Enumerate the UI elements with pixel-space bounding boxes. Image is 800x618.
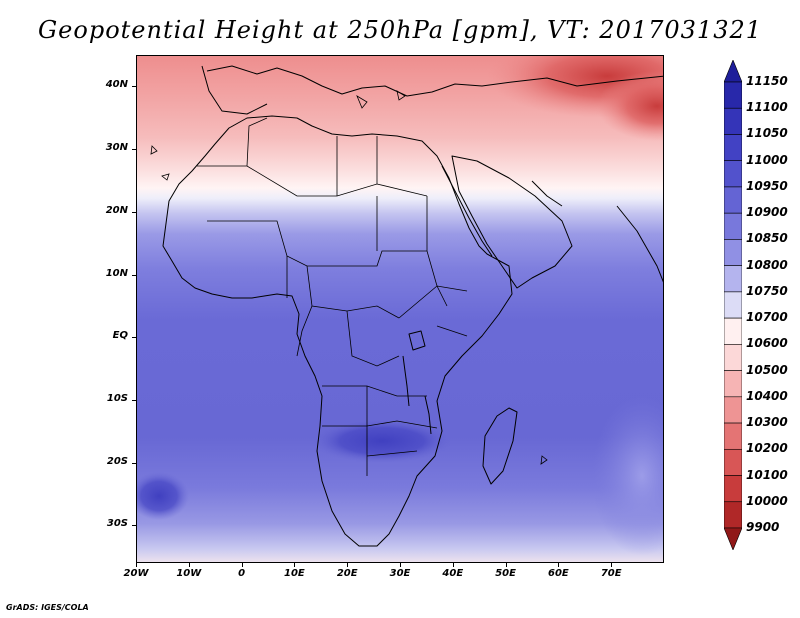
lon-tick-label: 70E bbox=[600, 568, 622, 579]
lon-tick-label: 30E bbox=[389, 568, 411, 579]
map-frame bbox=[136, 55, 664, 563]
lat-tick-mark bbox=[132, 337, 136, 339]
colorbar-segment bbox=[724, 344, 742, 371]
lat-tick-mark bbox=[132, 399, 136, 401]
india-coastline bbox=[616, 205, 663, 283]
lat-tick-mark bbox=[132, 86, 136, 88]
lon-tick-label: 50E bbox=[495, 568, 516, 579]
colorbar-label: 10600 bbox=[746, 336, 788, 351]
lon-tick-mark bbox=[294, 563, 296, 567]
lon-tick-mark bbox=[347, 563, 349, 567]
lake-victoria bbox=[408, 330, 426, 351]
colorbar-label: 10850 bbox=[746, 231, 788, 246]
colorbar-segment bbox=[724, 317, 742, 345]
colorbar-segment bbox=[724, 81, 742, 109]
lat-tick-label: 20N bbox=[105, 204, 128, 216]
chart-title: Geopotential Height at 250hPa [gpm], VT:… bbox=[38, 16, 762, 44]
lon-tick-mark bbox=[611, 563, 613, 567]
lon-tick-mark bbox=[136, 563, 137, 567]
colorbar-segment bbox=[724, 291, 742, 319]
colorbar-label: 10500 bbox=[746, 362, 788, 377]
colorbar-label: 11000 bbox=[746, 152, 788, 167]
colorbar-segment bbox=[724, 475, 742, 503]
height-maximum-southwest-atlantic bbox=[137, 472, 189, 520]
lat-tick-label: 30N bbox=[105, 142, 128, 154]
colorbar-label: 10800 bbox=[746, 257, 788, 272]
colorbar-label: 10950 bbox=[746, 178, 788, 193]
colorbar-segment bbox=[724, 160, 742, 188]
lake-malawi bbox=[424, 395, 432, 435]
lat-tick-mark bbox=[132, 525, 136, 527]
colorbar-segment bbox=[724, 501, 742, 529]
grads-credit: GrADS: IGES/COLA bbox=[6, 603, 89, 612]
colorbar-label: 10900 bbox=[746, 205, 788, 220]
europe-coastline bbox=[206, 65, 663, 97]
coastlines-and-borders bbox=[162, 65, 663, 547]
lon-tick-mark bbox=[505, 563, 507, 567]
lat-tick-label: 40N bbox=[105, 79, 128, 91]
latitude-gradient-field bbox=[137, 56, 663, 562]
height-maximum-southern-africa bbox=[312, 419, 452, 463]
islands bbox=[150, 90, 548, 465]
lon-tick-label: 60E bbox=[548, 568, 569, 579]
lon-tick-label: 0 bbox=[238, 568, 246, 579]
colorbar-segment bbox=[724, 422, 742, 450]
colorbar-segment bbox=[724, 186, 742, 214]
colorbar-label: 11100 bbox=[746, 100, 788, 115]
lat-tick-mark bbox=[132, 274, 136, 276]
red-sea bbox=[441, 165, 493, 257]
colorbar-label: 10000 bbox=[746, 493, 788, 508]
africa-coastline bbox=[162, 115, 513, 547]
iberia-coastline bbox=[201, 65, 268, 115]
lon-tick-label: 10W bbox=[176, 568, 202, 579]
colorbar-bottom-triangle bbox=[724, 527, 742, 550]
arabian-peninsula-coastline bbox=[451, 155, 573, 289]
colorbar-segment bbox=[724, 448, 742, 476]
colorbar-label: 10750 bbox=[746, 283, 788, 298]
lon-tick-label: 10E bbox=[284, 568, 305, 579]
lat-tick-mark bbox=[132, 149, 136, 151]
high-height-core-east bbox=[597, 71, 663, 141]
lat-tick-label: 30S bbox=[106, 518, 128, 530]
lon-tick-label: 20W bbox=[123, 568, 149, 579]
colorbar-label: 10400 bbox=[746, 388, 788, 403]
colorbar-segment bbox=[724, 265, 742, 293]
colorbar-label: 11150 bbox=[746, 74, 788, 88]
lon-tick-mark bbox=[558, 563, 560, 567]
colorbar-segment bbox=[724, 239, 742, 266]
colorbar-label: 10300 bbox=[746, 415, 788, 430]
lon-tick-mark bbox=[400, 563, 401, 567]
colorbar-label: 11050 bbox=[746, 126, 788, 141]
colorbar-segment bbox=[724, 396, 742, 424]
colorbar bbox=[724, 60, 742, 550]
madagascar-coastline bbox=[482, 407, 518, 485]
colorbar-segment bbox=[724, 134, 742, 162]
colorbar-segment bbox=[724, 212, 742, 240]
lon-tick-mark bbox=[241, 563, 243, 567]
colorbar-label: 9900 bbox=[746, 520, 780, 534]
persian-gulf bbox=[531, 180, 563, 207]
height-field-map bbox=[137, 56, 663, 562]
lon-tick-mark bbox=[452, 563, 454, 567]
colorbar-segment bbox=[724, 107, 742, 135]
colorbar-label: 10200 bbox=[746, 441, 788, 456]
colorbar-label: 10100 bbox=[746, 467, 788, 482]
lon-tick-mark bbox=[188, 563, 190, 567]
lat-tick-mark bbox=[132, 211, 136, 213]
light-band-southeast bbox=[592, 396, 663, 556]
colorbar-top-triangle bbox=[724, 60, 742, 83]
lat-tick-label: 20S bbox=[106, 455, 128, 467]
lon-tick-label: 20E bbox=[336, 568, 358, 579]
lat-tick-label: EQ bbox=[112, 330, 128, 342]
lat-tick-label: 10S bbox=[106, 392, 128, 404]
lon-tick-label: 40E bbox=[442, 568, 464, 579]
lat-tick-mark bbox=[132, 462, 136, 464]
colorbar-label: 10700 bbox=[746, 310, 788, 325]
country-borders bbox=[197, 117, 468, 476]
lat-tick-label: 10N bbox=[105, 267, 128, 279]
colorbar-segment bbox=[724, 370, 742, 398]
lake-tanganyika bbox=[402, 355, 410, 407]
